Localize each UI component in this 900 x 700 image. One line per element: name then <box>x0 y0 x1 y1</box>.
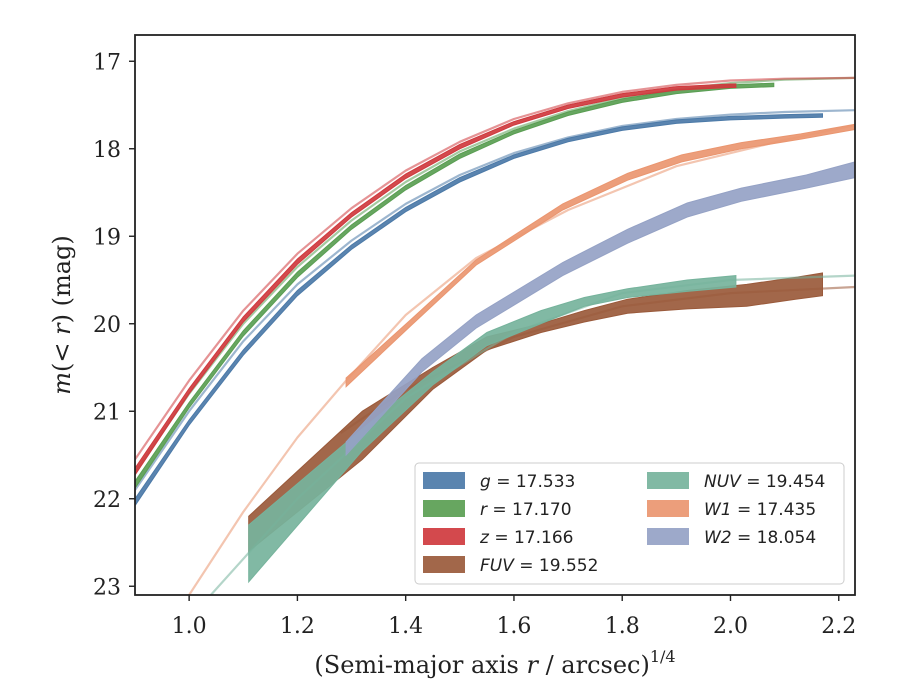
y-tick-label: 23 <box>93 575 121 600</box>
legend-label-symbol: FUV <box>480 556 515 576</box>
legend-swatch-nuv <box>647 472 689 489</box>
x-tick-label: 1.2 <box>280 614 315 639</box>
y-axis-ticks: 17 18 19 20 21 22 23 <box>93 50 135 600</box>
legend-label-value: = 19.454 <box>741 472 826 492</box>
y-axis-label: m(< r) (mag) <box>48 235 76 395</box>
y-tick-label: 21 <box>93 400 121 425</box>
legend-label-w1: W1 = 17.435 <box>704 500 816 520</box>
legend-label-fuv: FUV = 19.552 <box>480 556 598 576</box>
y-tick-label: 22 <box>93 488 121 513</box>
x-tick-label: 1.0 <box>172 614 207 639</box>
x-axis-label-main: (Semi-major axis <box>314 651 526 679</box>
legend-box <box>414 462 845 585</box>
y-axis-label-open: (< <box>48 335 76 372</box>
legend-label-symbol: W1 <box>704 500 732 520</box>
series-w1-band <box>345 123 855 388</box>
legend-label-nuv: NUV = 19.454 <box>704 472 825 492</box>
x-axis-label-exponent: 1/4 <box>650 647 676 666</box>
legend-label-value: = 18.054 <box>732 528 817 548</box>
legend-label-value: = 17.533 <box>491 472 576 492</box>
series-w1-model-line <box>188 124 855 595</box>
y-tick-label: 17 <box>93 50 121 75</box>
x-axis-label: (Semi-major axis r / arcsec)1/4 <box>314 647 675 679</box>
legend-label-value: = 17.435 <box>732 500 817 520</box>
y-axis-label-variable: r <box>48 322 76 335</box>
legend-label-value: = 17.170 <box>487 500 572 520</box>
x-tick-label: 1.4 <box>388 614 423 639</box>
series-r-band <box>135 82 775 490</box>
legend-swatch-z <box>423 528 465 545</box>
y-axis-label-symbol: m <box>48 372 76 395</box>
legend-swatch-w2 <box>647 528 689 545</box>
y-tick-label: 19 <box>93 225 121 250</box>
legend-label-symbol: r <box>480 500 488 520</box>
x-tick-label: 1.6 <box>496 614 531 639</box>
y-tick-label: 18 <box>93 138 121 163</box>
x-axis-label-variable: r <box>526 651 539 679</box>
legend-label-r: r = 17.170 <box>480 500 572 520</box>
legend-label-g: g = 17.533 <box>480 472 575 492</box>
series-w2-band <box>345 161 855 457</box>
legend-label-symbol: NUV <box>704 472 742 492</box>
series-z-band <box>135 83 737 477</box>
x-tick-label: 2.0 <box>713 614 748 639</box>
x-tick-label: 1.8 <box>605 614 640 639</box>
legend-swatch-r <box>423 500 465 517</box>
y-axis-label-close: ) (mag) <box>48 235 76 323</box>
series-z-model-line <box>135 76 855 461</box>
legend-swatch-w1 <box>647 500 689 517</box>
legend-label-symbol: W2 <box>704 528 732 548</box>
plot-frame <box>134 34 856 596</box>
legend-label-value: = 17.166 <box>489 528 574 548</box>
legend-swatch-fuv <box>423 556 465 573</box>
x-axis-ticks: 1.0 1.2 1.4 1.6 1.8 2.0 2.2 <box>172 595 856 639</box>
series-g-band <box>135 113 823 507</box>
legend-label-symbol: g <box>480 472 491 492</box>
x-axis-label-unit: / arcsec) <box>538 651 650 679</box>
series-g-model-line <box>135 109 855 491</box>
legend-swatch-g <box>423 472 465 489</box>
legend-label-w2: W2 = 18.054 <box>704 528 816 548</box>
legend-label-symbol: z <box>479 528 490 548</box>
y-tick-label: 20 <box>93 313 121 338</box>
x-tick-label: 2.2 <box>821 614 856 639</box>
legend-label-z: z = 17.166 <box>479 528 573 548</box>
series-layer <box>135 76 855 595</box>
series-nuv-band <box>248 275 737 584</box>
legend-label-value: = 19.552 <box>514 556 599 576</box>
